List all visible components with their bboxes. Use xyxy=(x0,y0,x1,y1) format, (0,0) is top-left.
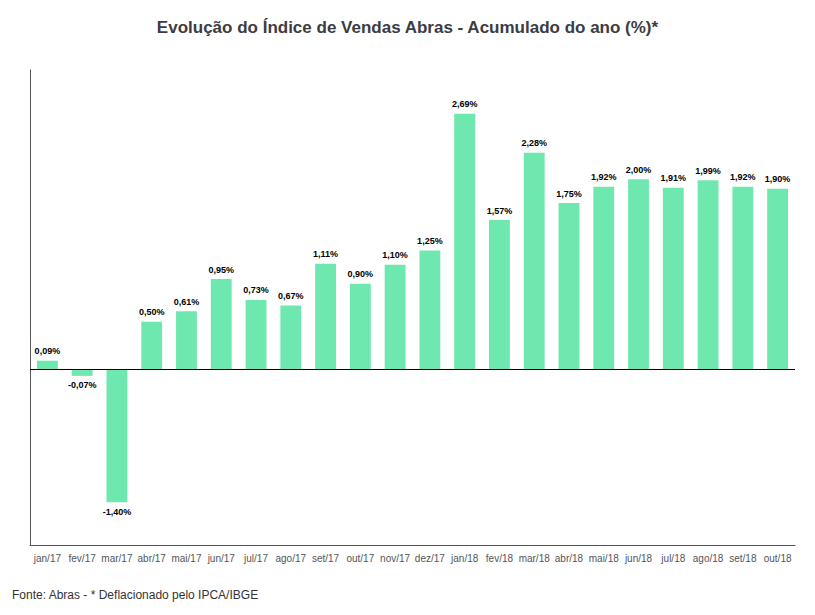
svg-text:1,99%: 1,99% xyxy=(695,166,721,176)
svg-text:mai/17: mai/17 xyxy=(171,553,201,564)
svg-text:jul/18: jul/18 xyxy=(660,553,685,564)
svg-text:out/17: out/17 xyxy=(346,553,374,564)
svg-text:1,92%: 1,92% xyxy=(591,172,617,182)
svg-text:0,67%: 0,67% xyxy=(278,291,304,301)
svg-text:1,75%: 1,75% xyxy=(556,189,582,199)
svg-text:jul/17: jul/17 xyxy=(243,553,268,564)
svg-text:jun/18: jun/18 xyxy=(624,553,653,564)
svg-text:1,91%: 1,91% xyxy=(661,173,687,183)
svg-text:1,57%: 1,57% xyxy=(487,206,513,216)
svg-text:Evolução do Índice de Vendas A: Evolução do Índice de Vendas Abras - Acu… xyxy=(157,18,659,37)
svg-text:abr/17: abr/17 xyxy=(138,553,167,564)
svg-text:0,61%: 0,61% xyxy=(174,297,200,307)
svg-text:0,50%: 0,50% xyxy=(139,307,165,317)
svg-text:fev/17: fev/17 xyxy=(69,553,97,564)
svg-text:fev/18: fev/18 xyxy=(486,553,514,564)
svg-text:set/18: set/18 xyxy=(729,553,757,564)
svg-text:1,10%: 1,10% xyxy=(382,250,408,260)
svg-text:mar/18: mar/18 xyxy=(519,553,551,564)
svg-text:set/17: set/17 xyxy=(312,553,340,564)
svg-text:0,09%: 0,09% xyxy=(35,346,61,356)
svg-text:ago/18: ago/18 xyxy=(693,553,724,564)
svg-text:jun/17: jun/17 xyxy=(207,553,236,564)
svg-text:0,73%: 0,73% xyxy=(243,285,269,295)
svg-text:out/18: out/18 xyxy=(764,553,792,564)
svg-text:dez/17: dez/17 xyxy=(415,553,445,564)
svg-text:mar/17: mar/17 xyxy=(101,553,133,564)
svg-text:jan/17: jan/17 xyxy=(33,553,62,564)
svg-text:jan/18: jan/18 xyxy=(450,553,479,564)
svg-text:1,92%: 1,92% xyxy=(730,172,756,182)
svg-text:mai/18: mai/18 xyxy=(589,553,619,564)
svg-text:nov/17: nov/17 xyxy=(380,553,410,564)
svg-text:1,11%: 1,11% xyxy=(313,249,338,259)
svg-text:Fonte: Abras - * Deflacionado: Fonte: Abras - * Deflacionado pelo IPCA/… xyxy=(12,588,258,602)
svg-text:1,90%: 1,90% xyxy=(765,174,791,184)
svg-text:1,25%: 1,25% xyxy=(417,236,443,246)
svg-text:0,90%: 0,90% xyxy=(348,269,374,279)
svg-text:-0,07%: -0,07% xyxy=(68,380,97,390)
svg-text:ago/17: ago/17 xyxy=(275,553,306,564)
svg-text:0,95%: 0,95% xyxy=(208,265,234,275)
svg-text:2,00%: 2,00% xyxy=(626,165,652,175)
svg-text:2,69%: 2,69% xyxy=(452,99,478,109)
svg-text:2,28%: 2,28% xyxy=(521,138,547,148)
svg-text:-1,40%: -1,40% xyxy=(103,507,132,517)
svg-text:abr/18: abr/18 xyxy=(555,553,584,564)
